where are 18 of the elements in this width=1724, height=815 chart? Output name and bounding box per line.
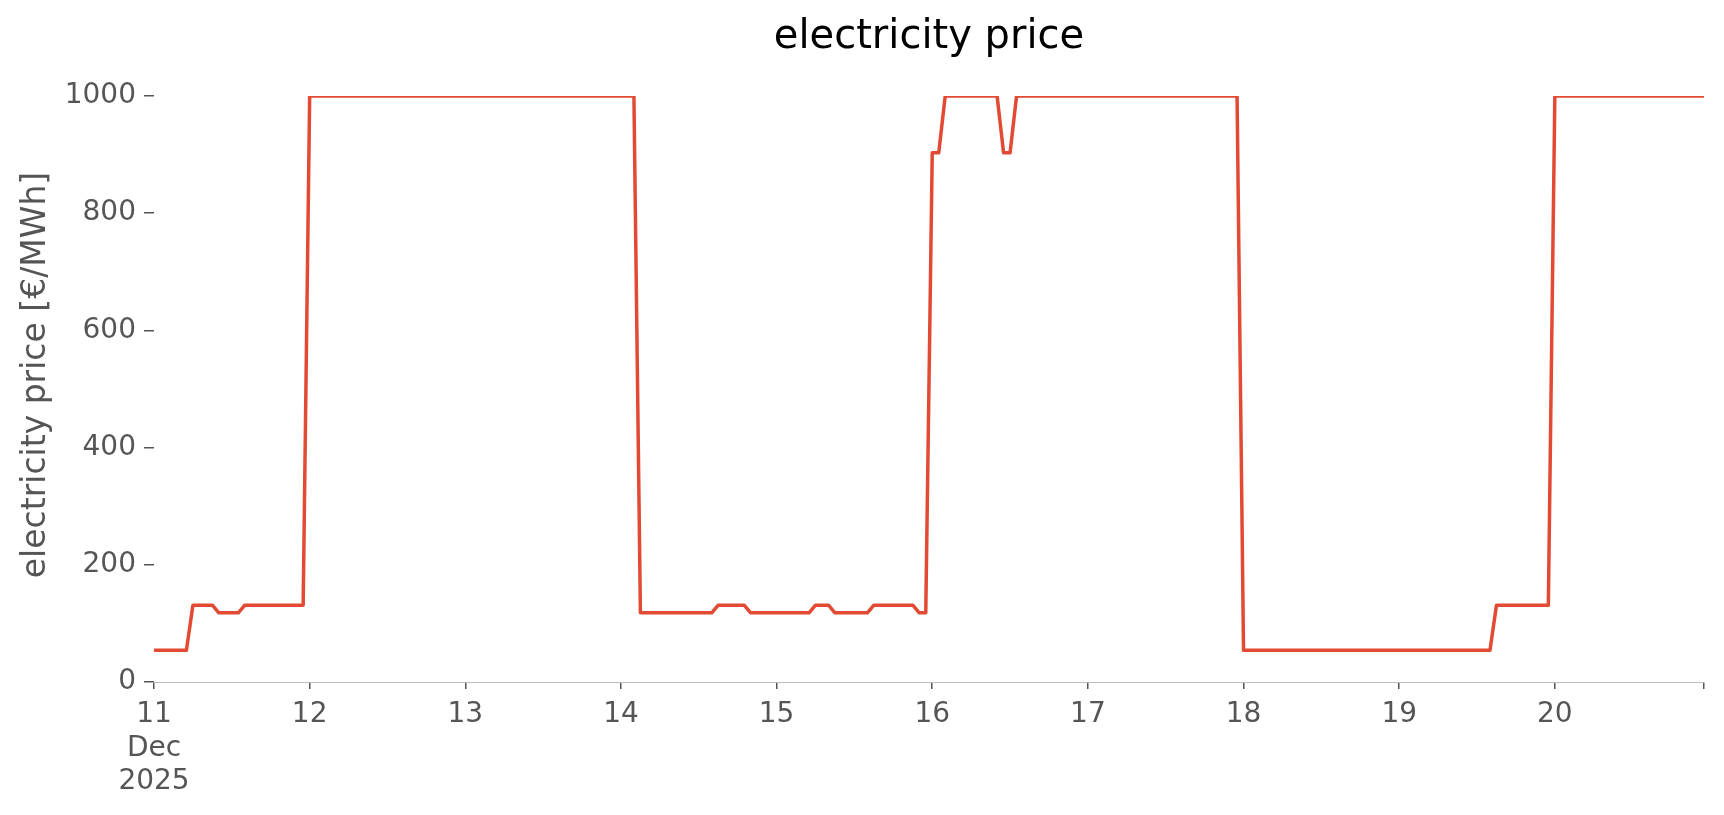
x-tick-label: 12 (291, 696, 328, 730)
y-tick-label: 0 (118, 663, 136, 697)
y-tick-label: 800 (82, 194, 136, 228)
x-tick-label: 13 (447, 696, 484, 730)
y-axis-title: electricity price [€/MWh] (13, 171, 53, 579)
y-tick-label: 600 (82, 311, 136, 345)
y-tick-label: 200 (82, 546, 136, 580)
x-tick-label: 17 (1070, 696, 1106, 730)
x-tick-label: 15 (758, 696, 795, 730)
x-tick-label: 11 Dec 2025 (118, 696, 190, 797)
x-tick-label: 19 (1381, 696, 1418, 730)
x-tick-label: 20 (1537, 696, 1573, 730)
x-tick-label: 14 (603, 696, 639, 730)
y-tick-label: 1000 (64, 77, 136, 111)
y-tick-label: 400 (82, 428, 136, 462)
x-tick-label: 18 (1225, 696, 1262, 730)
chart-title: electricity price (773, 11, 1085, 58)
x-tick-label: 16 (914, 696, 951, 730)
